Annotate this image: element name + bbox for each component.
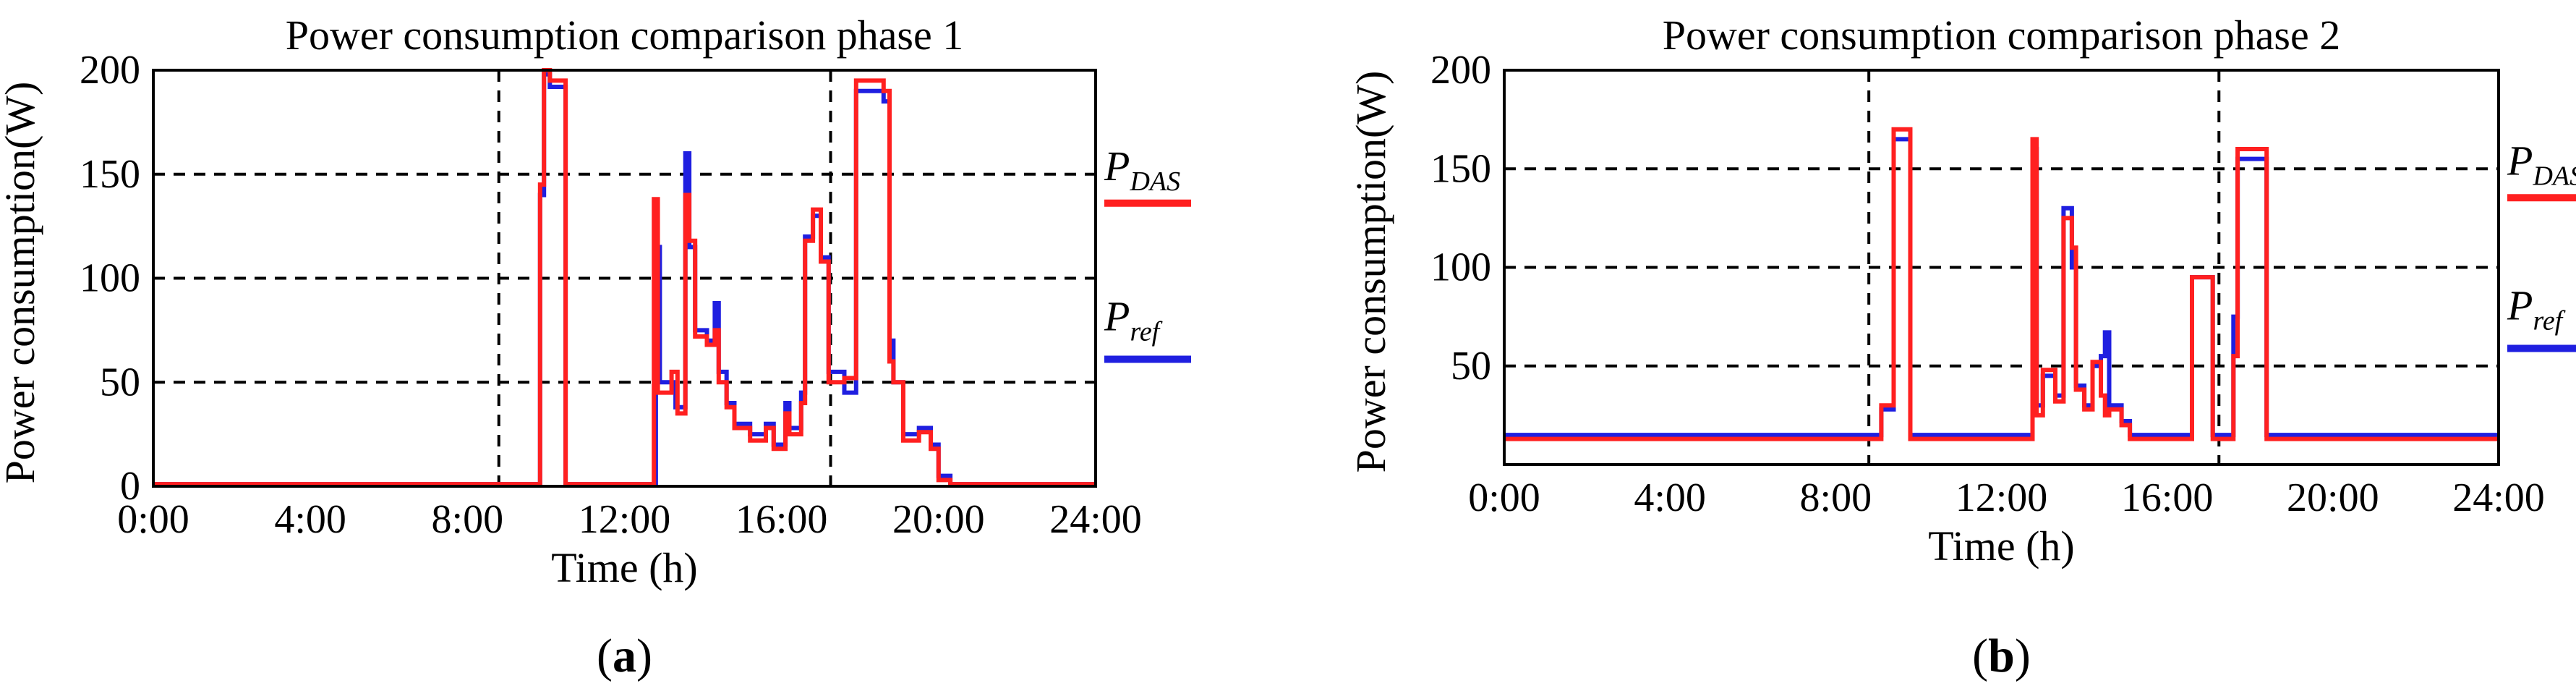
y-axis-label: Power consumption(W): [0, 82, 43, 484]
series-line-p-ref: [1504, 137, 2499, 438]
panel-caption: (a): [597, 630, 652, 682]
y-axis-ticks: 0 50 100 150 200: [80, 48, 140, 509]
panel-caption: (b): [1972, 630, 2031, 682]
y-tick-label: 0: [120, 464, 140, 509]
y-tick-label: 100: [1430, 245, 1491, 290]
y-tick-label: 200: [1430, 48, 1491, 93]
y-tick-label: 50: [100, 360, 140, 404]
x-tick-label: 12:00: [579, 497, 671, 542]
x-tick-label: 12:00: [1956, 475, 2048, 520]
x-tick-label: 24:00: [2452, 475, 2545, 520]
x-axis-ticks: 0:00 4:00 8:00 12:00 16:00 20:00 24:00: [117, 497, 1142, 542]
x-tick-label: 16:00: [2121, 475, 2214, 520]
y-axis-label: Power consumption(W): [1347, 71, 1394, 473]
x-tick-label: 8:00: [1800, 475, 1872, 520]
chart-title: Power consumption comparison phase 2: [1663, 12, 2341, 59]
y-tick-label: 150: [80, 152, 140, 197]
legend: PDAS Pref: [2507, 137, 2576, 352]
x-axis-label: Time (h): [551, 544, 698, 591]
y-tick-label: 50: [1451, 344, 1491, 389]
x-axis-ticks: 0:00 4:00 8:00 12:00 16:00 20:00 24:00: [1468, 475, 2545, 520]
legend-label-p-das: PDAS: [1104, 143, 1180, 197]
x-tick-label: 0:00: [1468, 475, 1540, 520]
x-tick-label: 4:00: [274, 497, 346, 542]
series-line-p-das: [1504, 127, 2499, 441]
legend-label-p-ref: Pref: [2507, 282, 2566, 336]
series-group: [1504, 127, 2499, 441]
legend-label-p-das: PDAS: [2507, 137, 2576, 191]
x-tick-label: 16:00: [735, 497, 828, 542]
gridlines: [1504, 167, 2499, 368]
x-tick-label: 20:00: [2287, 475, 2379, 520]
plot-area-frame: [152, 69, 1097, 488]
legend-label-p-ref: Pref: [1104, 293, 1163, 347]
x-axis-label: Time (h): [1928, 522, 2075, 569]
legend: PDAS Pref: [1104, 143, 1191, 363]
chart-title: Power consumption comparison phase 1: [286, 12, 964, 59]
x-tick-label: 0:00: [117, 497, 189, 542]
y-tick-label: 150: [1430, 146, 1491, 191]
y-tick-label: 200: [80, 48, 140, 93]
chart-panel-a: Power consumption comparison phase 1 0 5…: [0, 12, 1191, 682]
y-axis-ticks: 50 100 150 200: [1430, 48, 1491, 389]
x-tick-label: 8:00: [432, 497, 504, 542]
gridlines: [153, 172, 1096, 384]
chart-panel-b: Power consumption comparison phase 2 50 …: [1347, 12, 2576, 682]
vertical-reference-lines: [1867, 70, 2221, 465]
plot-area-frame: [1503, 69, 2500, 466]
x-tick-label: 24:00: [1049, 497, 1142, 542]
x-tick-label: 20:00: [892, 497, 985, 542]
series-group: [153, 68, 1096, 487]
x-tick-label: 4:00: [1634, 475, 1706, 520]
series-line-p-das: [153, 68, 1096, 487]
y-tick-label: 100: [80, 256, 140, 301]
